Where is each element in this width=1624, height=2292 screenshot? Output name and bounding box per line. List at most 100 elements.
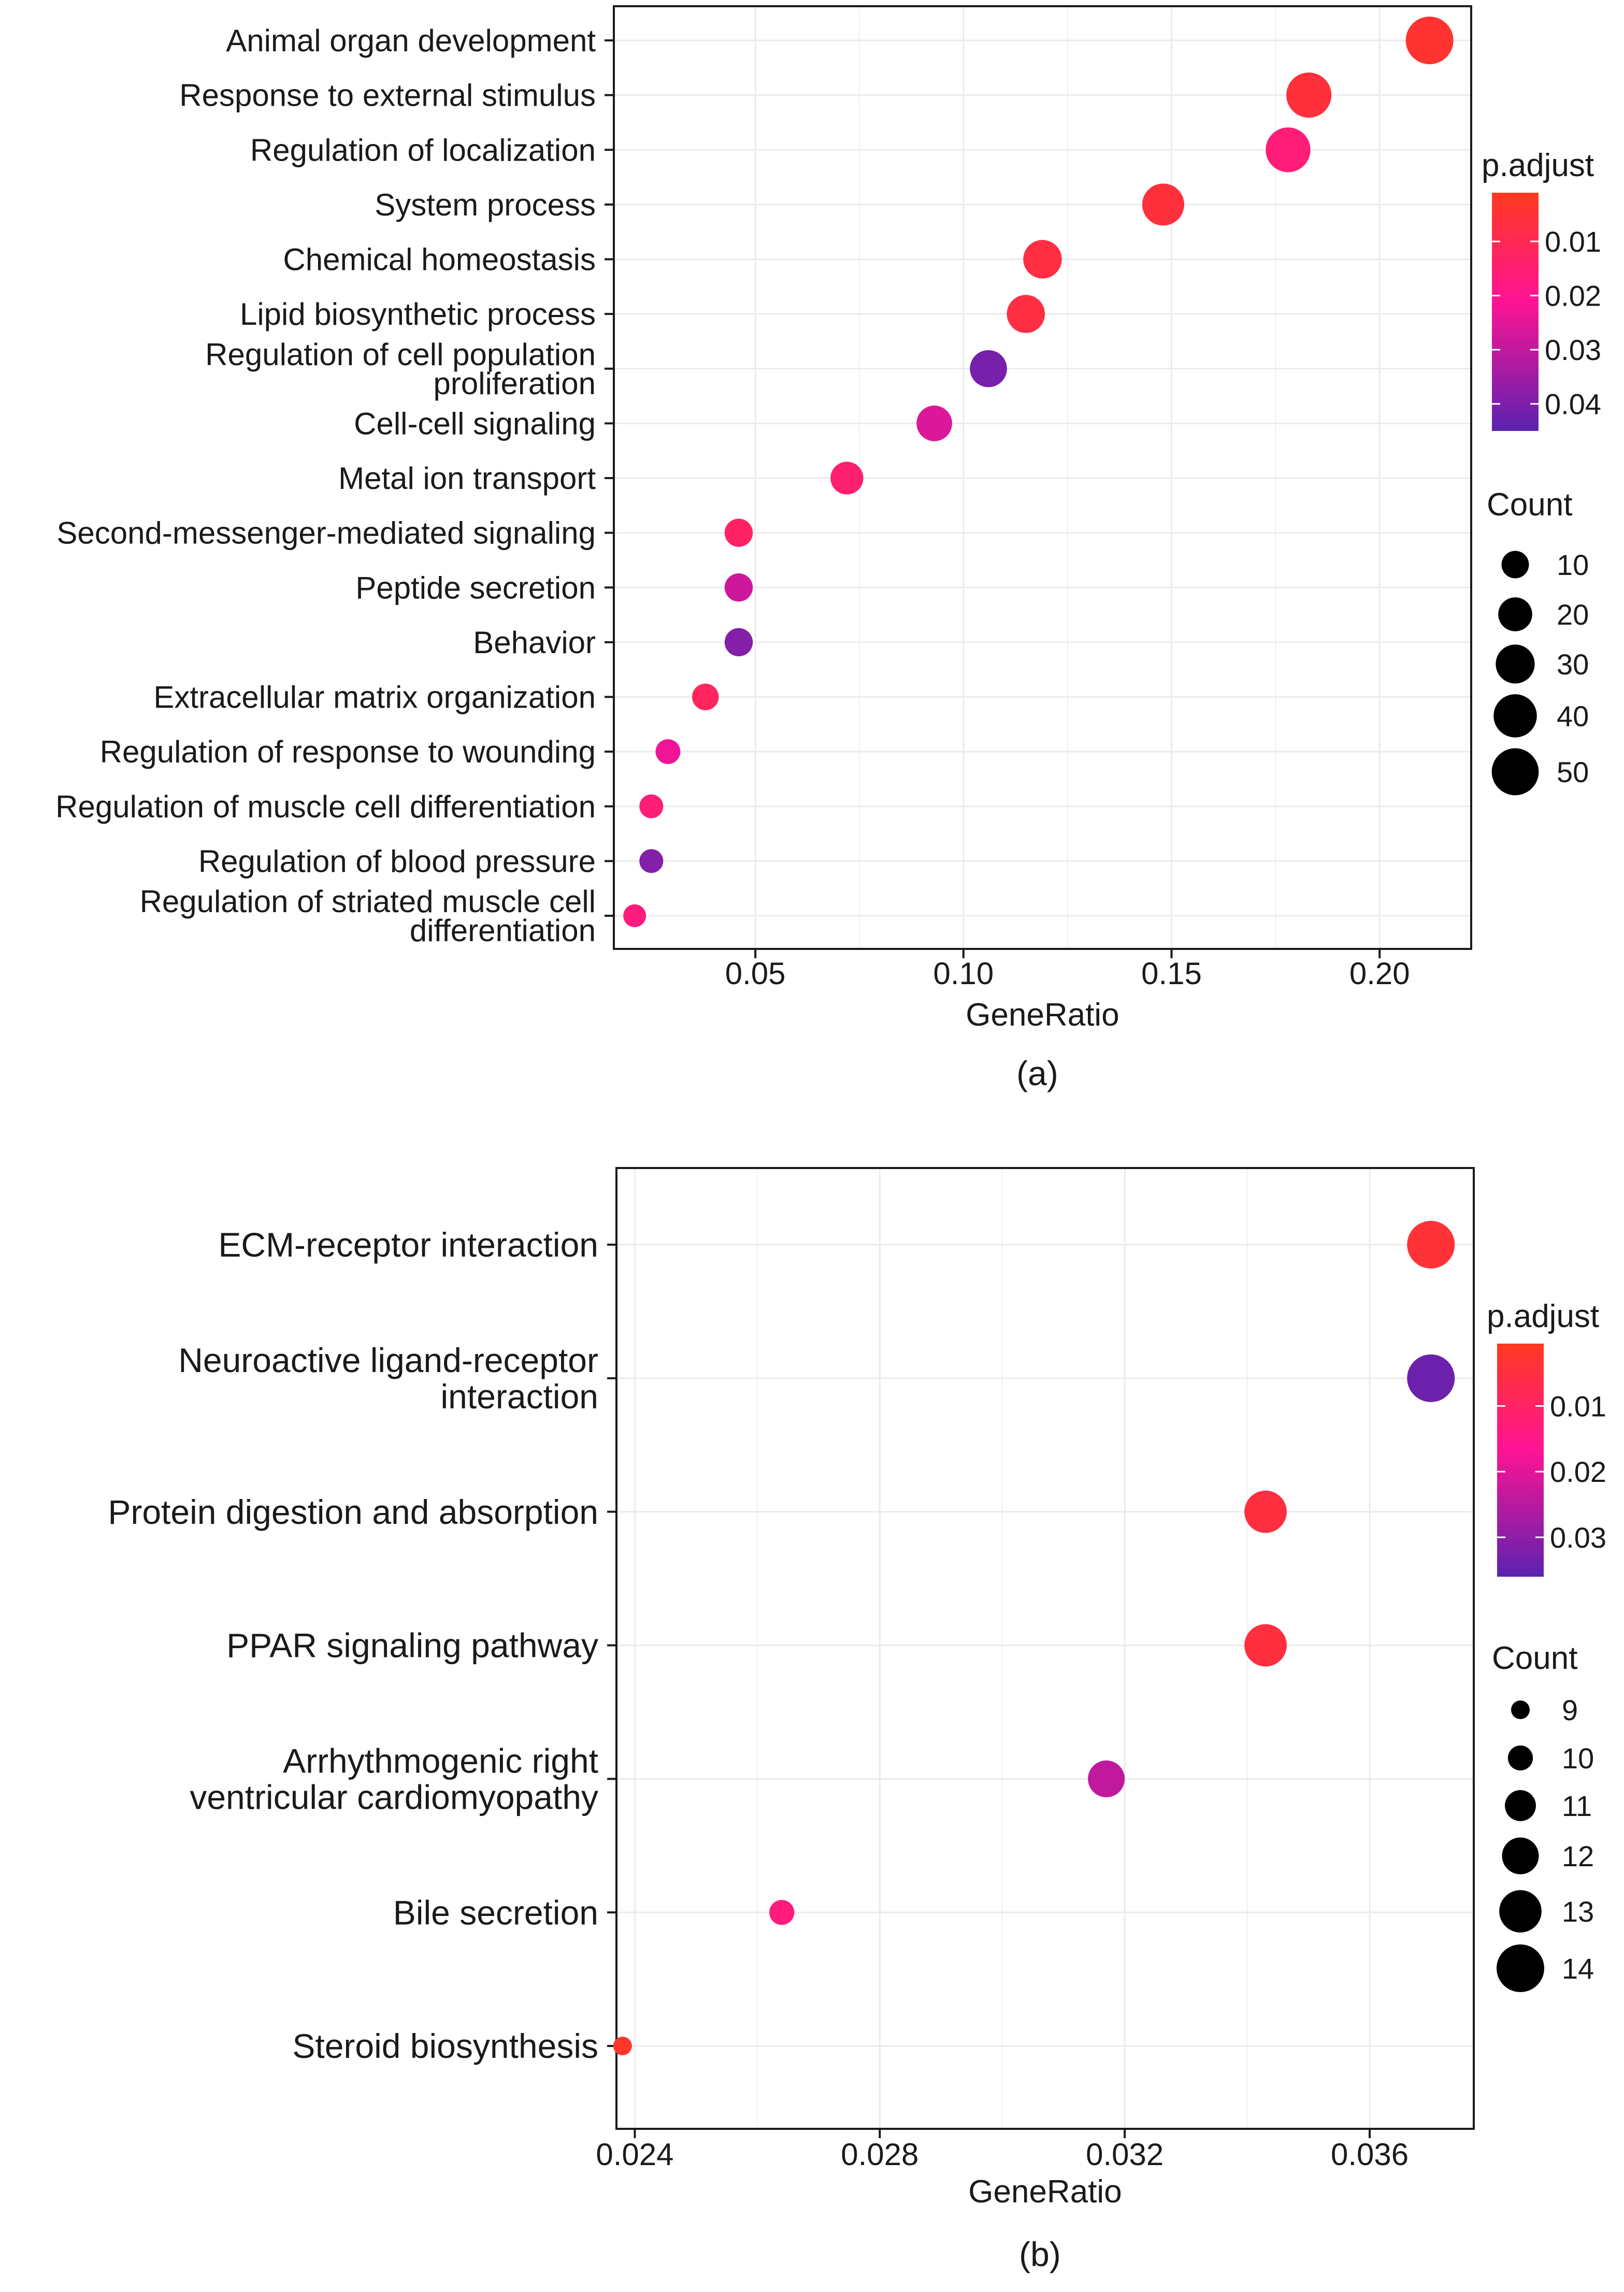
- x-tick-label: 0.024: [596, 2137, 673, 2172]
- x-tick-label: 0.05: [725, 956, 786, 991]
- size-legend-label: 30: [1557, 648, 1589, 681]
- size-legend-label: 12: [1562, 1840, 1594, 1872]
- data-point: [639, 849, 664, 873]
- y-tick-label: Regulation of localization: [250, 133, 596, 167]
- y-tick-label: System process: [375, 188, 596, 222]
- data-point: [1407, 1221, 1455, 1268]
- y-tick-label: Protein digestion and absorption: [108, 1493, 598, 1531]
- y-tick-label: Neuroactive ligand-receptor interaction: [178, 1341, 598, 1416]
- data-point: [916, 406, 952, 441]
- size-legend-circle: [1496, 644, 1535, 684]
- y-tick-label: Bile secretion: [393, 1893, 598, 1931]
- size-legend-label: 11: [1562, 1790, 1592, 1822]
- data-point: [1405, 17, 1454, 64]
- data-point: [724, 518, 753, 547]
- data-point: [1142, 183, 1185, 226]
- y-tick-label: PPAR signaling pathway: [226, 1626, 598, 1665]
- y-tick-label: Regulation of striated muscle cell differ…: [140, 884, 596, 948]
- y-tick-label: Behavior: [473, 625, 596, 660]
- x-tick-label: 0.10: [933, 956, 994, 991]
- size-legend-circle: [1498, 597, 1532, 631]
- data-point: [639, 794, 664, 818]
- data-point: [1007, 295, 1045, 333]
- panel-b: ECM-receptor interaction Neuroactive liga…: [108, 1167, 1606, 2273]
- data-point: [613, 2037, 632, 2055]
- size-legend-label: 10: [1562, 1742, 1594, 1775]
- size-legend-label: 13: [1562, 1895, 1594, 1928]
- color-legend-label: 0.02: [1545, 280, 1601, 312]
- grid: [616, 1168, 1474, 2129]
- color-legend-label: 0.04: [1545, 388, 1601, 421]
- grid: [614, 6, 1471, 949]
- size-legend-label: 9: [1562, 1694, 1578, 1726]
- size-legend-circle: [1502, 1837, 1539, 1875]
- data-point: [1244, 1490, 1287, 1533]
- data-point: [655, 739, 681, 765]
- data-point: [724, 628, 753, 657]
- size-legend-circle: [1497, 1944, 1544, 1992]
- size-legend-circle: [1511, 1700, 1530, 1719]
- data-point: [623, 904, 646, 927]
- data-point: [830, 462, 864, 495]
- y-tick-label: Lipid biosynthetic process: [240, 297, 596, 331]
- size-legend-label: 20: [1557, 598, 1589, 631]
- color-legend-label: 0.01: [1550, 1390, 1606, 1422]
- data-points: [613, 1221, 1455, 2055]
- y-tick-label: Regulation of response to wounding: [100, 734, 596, 769]
- y-tick-label: Regulation of blood pressure: [198, 844, 596, 878]
- size-legend-circle: [1499, 1890, 1542, 1933]
- data-point: [724, 573, 753, 602]
- data-point: [1266, 127, 1311, 172]
- x-tick-label: 0.15: [1141, 956, 1202, 991]
- y-tick-label: Steroid biosynthesis: [292, 2027, 598, 2065]
- y-tick-label: ECM-receptor interaction: [218, 1226, 598, 1264]
- color-legend-bar: [1492, 193, 1539, 431]
- data-point: [1244, 1624, 1287, 1667]
- x-axis-title: GeneRatio: [968, 2174, 1122, 2210]
- color-legend-label: 0.03: [1545, 334, 1601, 366]
- y-tick-label: Extracellular matrix organization: [153, 680, 596, 715]
- size-legend-title: Count: [1487, 487, 1572, 523]
- color-legend-label: 0.03: [1550, 1521, 1606, 1554]
- y-tick-label: Animal organ development: [226, 23, 596, 58]
- data-point: [970, 350, 1007, 387]
- data-point: [1088, 1760, 1125, 1797]
- size-legend-label: 10: [1557, 549, 1589, 581]
- panel-label: (b): [1019, 2235, 1061, 2273]
- color-legend-label: 0.02: [1550, 1455, 1606, 1488]
- data-point: [769, 1900, 795, 1925]
- size-legend-label: 50: [1557, 756, 1589, 788]
- y-tick-label: Cell-cell signaling: [354, 406, 596, 441]
- y-tick-label: Metal ion transport: [338, 461, 596, 496]
- size-legend-title: Count: [1492, 1640, 1577, 1676]
- data-point: [1407, 1354, 1455, 1402]
- color-legend-label: 0.01: [1545, 225, 1601, 258]
- panel-label: (a): [1016, 1054, 1058, 1092]
- x-axis-title: GeneRatio: [966, 997, 1119, 1033]
- data-points: [623, 17, 1454, 927]
- y-tick-label: Arrhythmogenic right ventricular cardiomy…: [190, 1741, 598, 1816]
- y-tick-label: Chemical homeostasis: [283, 242, 596, 277]
- color-legend-title: p.adjust: [1482, 148, 1594, 183]
- size-legend-circle: [1501, 551, 1529, 579]
- y-tick-label: Second-messenger-mediated signaling: [56, 516, 596, 551]
- panel-a: Animal organ development Response to exte…: [55, 5, 1601, 1092]
- y-tick-label: Regulation of muscle cell differentiatio…: [55, 789, 596, 824]
- x-tick-label: 0.032: [1086, 2137, 1163, 2172]
- color-legend-bar: [1497, 1344, 1544, 1577]
- legend: p.adjust 0.01 0.02 0.03 0.04 Count 10 20 30 40 50: [1482, 148, 1601, 796]
- size-legend-circle: [1507, 1745, 1533, 1771]
- y-tick-label: Response to external stimulus: [179, 78, 596, 113]
- x-tick-label: 0.20: [1349, 956, 1410, 991]
- y-tick-label: Peptide secretion: [355, 570, 596, 605]
- legend: p.adjust 0.01 0.02 0.03 Count 9 10 11 12 13 14: [1487, 1299, 1606, 1992]
- color-legend-title: p.adjust: [1487, 1299, 1599, 1334]
- size-legend-circle: [1491, 748, 1539, 796]
- data-point: [1286, 73, 1332, 118]
- size-legend-label: 14: [1562, 1952, 1594, 1985]
- size-legend-circle: [1493, 694, 1537, 738]
- x-tick-label: 0.036: [1331, 2137, 1409, 2172]
- plot-border: [615, 1167, 1475, 2130]
- size-legend-circle: [1505, 1790, 1536, 1821]
